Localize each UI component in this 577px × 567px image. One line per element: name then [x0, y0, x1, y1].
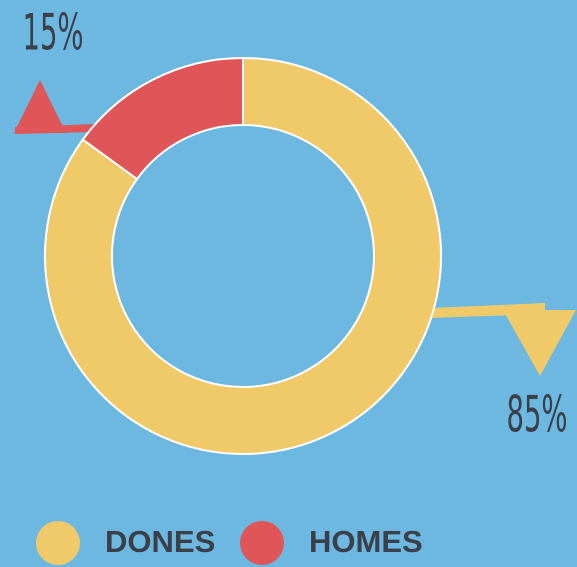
legend-label: HOMES — [309, 524, 423, 559]
legend-swatch — [240, 521, 284, 565]
value-label: 85% — [506, 386, 567, 444]
value-label: 15% — [22, 4, 83, 62]
donut-slice — [81, 56, 244, 181]
donut-slice — [44, 56, 442, 455]
pointer-head — [503, 310, 576, 376]
pointer-head — [14, 80, 66, 133]
legend-label: DONES — [105, 524, 215, 559]
legend-swatch — [36, 521, 80, 565]
